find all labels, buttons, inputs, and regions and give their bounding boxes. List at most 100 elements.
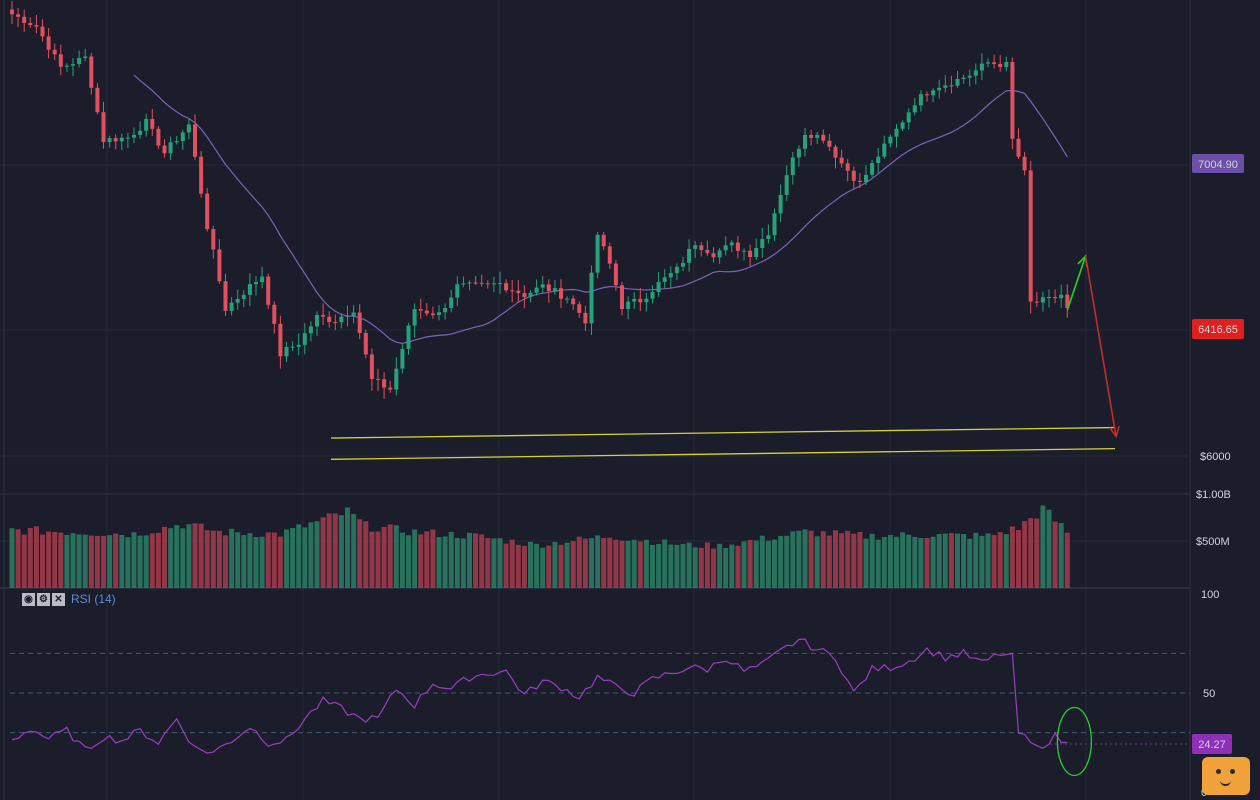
projection-arrows[interactable] (1066, 254, 1120, 439)
candle-body (266, 276, 271, 305)
candles (10, 1, 1070, 399)
volume-bar (820, 531, 826, 588)
volume-bar (418, 534, 424, 588)
volume-bar (448, 531, 454, 588)
candle-body (235, 298, 240, 303)
candle-body (772, 213, 777, 236)
projection-down-arrow-head (1109, 425, 1120, 439)
volume-bar (119, 534, 125, 588)
candle-body (559, 288, 563, 299)
volume-bar (9, 528, 15, 588)
candle-body (705, 249, 710, 254)
rsi-value-badge (1192, 734, 1232, 754)
volume-bar (229, 528, 235, 588)
candle-body (864, 174, 868, 183)
candle-body (949, 85, 954, 87)
volume-bar (521, 545, 527, 588)
candle-body (412, 309, 417, 326)
candle-body (284, 346, 289, 357)
volume-bar (1028, 518, 1034, 588)
volume-bar (826, 535, 832, 588)
volume-bar (869, 533, 875, 588)
volume-bar (460, 538, 466, 588)
volume-bar (790, 531, 796, 588)
volume-bar (662, 539, 668, 588)
candle-body (278, 323, 283, 357)
candle-body (333, 322, 338, 324)
volume-bar (967, 538, 973, 588)
gear-icon[interactable]: ⚙ (37, 592, 50, 606)
volume-bar (332, 513, 338, 588)
volume-bar (576, 536, 582, 588)
rsi-title: RSI (14) (71, 592, 116, 606)
chart-grid (0, 0, 1191, 800)
eye-icon[interactable]: ◉ (22, 592, 35, 606)
candle-body (254, 282, 258, 285)
candle-body (876, 156, 881, 164)
candle-body (46, 36, 51, 50)
volume-bar (625, 540, 631, 588)
candle-body (955, 79, 960, 86)
volume-bar (265, 532, 271, 588)
volume-bar (637, 541, 643, 588)
volume-bar (1022, 521, 1028, 588)
candle-body (443, 308, 448, 313)
volume-bar (46, 531, 52, 588)
candle-body (729, 242, 734, 246)
volume-bar (692, 547, 698, 588)
candle-body (681, 262, 685, 267)
price-axis[interactable]: $6000 $1.00B $500M 100 50 0 7004.90 6416… (1192, 154, 1244, 799)
candle-body (589, 272, 594, 324)
volume-bar (894, 536, 899, 588)
volume-bar (552, 541, 558, 588)
volume-bar (619, 540, 625, 588)
volume-bar (168, 528, 174, 588)
volume-bar (1016, 529, 1021, 588)
candle-body (540, 284, 545, 288)
volume-bar (223, 535, 228, 588)
candle-body (290, 346, 295, 348)
close-icon[interactable]: ✕ (52, 592, 65, 606)
candle-body (760, 239, 765, 248)
volume-bar (82, 534, 88, 588)
volume-bar (589, 538, 594, 588)
volume-bar (113, 533, 119, 588)
mascot-icon[interactable] (1202, 757, 1250, 795)
volume-bar (704, 542, 710, 588)
rsi-header: ◉ ⚙ ✕ RSI (14) (22, 591, 116, 607)
candle-body (687, 248, 692, 263)
candle-body (900, 122, 905, 129)
candle-body (308, 326, 313, 334)
candle-body (742, 250, 746, 252)
volume-bar (479, 534, 485, 588)
candle-body (906, 112, 911, 123)
volume-bar (711, 548, 716, 588)
volume-bar (70, 533, 76, 588)
candle-body (376, 378, 380, 380)
volume-bar (174, 525, 180, 588)
trendline-support-upper (330, 426, 1116, 439)
volume-bar (595, 535, 601, 588)
sma-value-badge (1192, 154, 1244, 173)
candle-body (363, 332, 368, 355)
volume-bar (509, 539, 515, 588)
volume-bar (534, 543, 540, 588)
rsi-value-label: 24.27 (1198, 739, 1226, 751)
candle-body (827, 140, 832, 147)
volume-bar (399, 532, 405, 588)
volume-bar (985, 533, 991, 588)
candle-body (1010, 62, 1015, 139)
candle-body (845, 163, 850, 171)
volume-bar (467, 532, 472, 588)
candle-body (613, 263, 618, 286)
candle-body (260, 276, 265, 283)
volume-bar (137, 535, 143, 588)
volume-tick-500m: $500M (1196, 536, 1230, 548)
volume-bar (900, 532, 906, 588)
candle-body (607, 246, 612, 264)
trendlines[interactable] (330, 426, 1116, 460)
candle-body (565, 298, 570, 300)
candle-body (162, 145, 167, 154)
candle-body (522, 293, 527, 298)
